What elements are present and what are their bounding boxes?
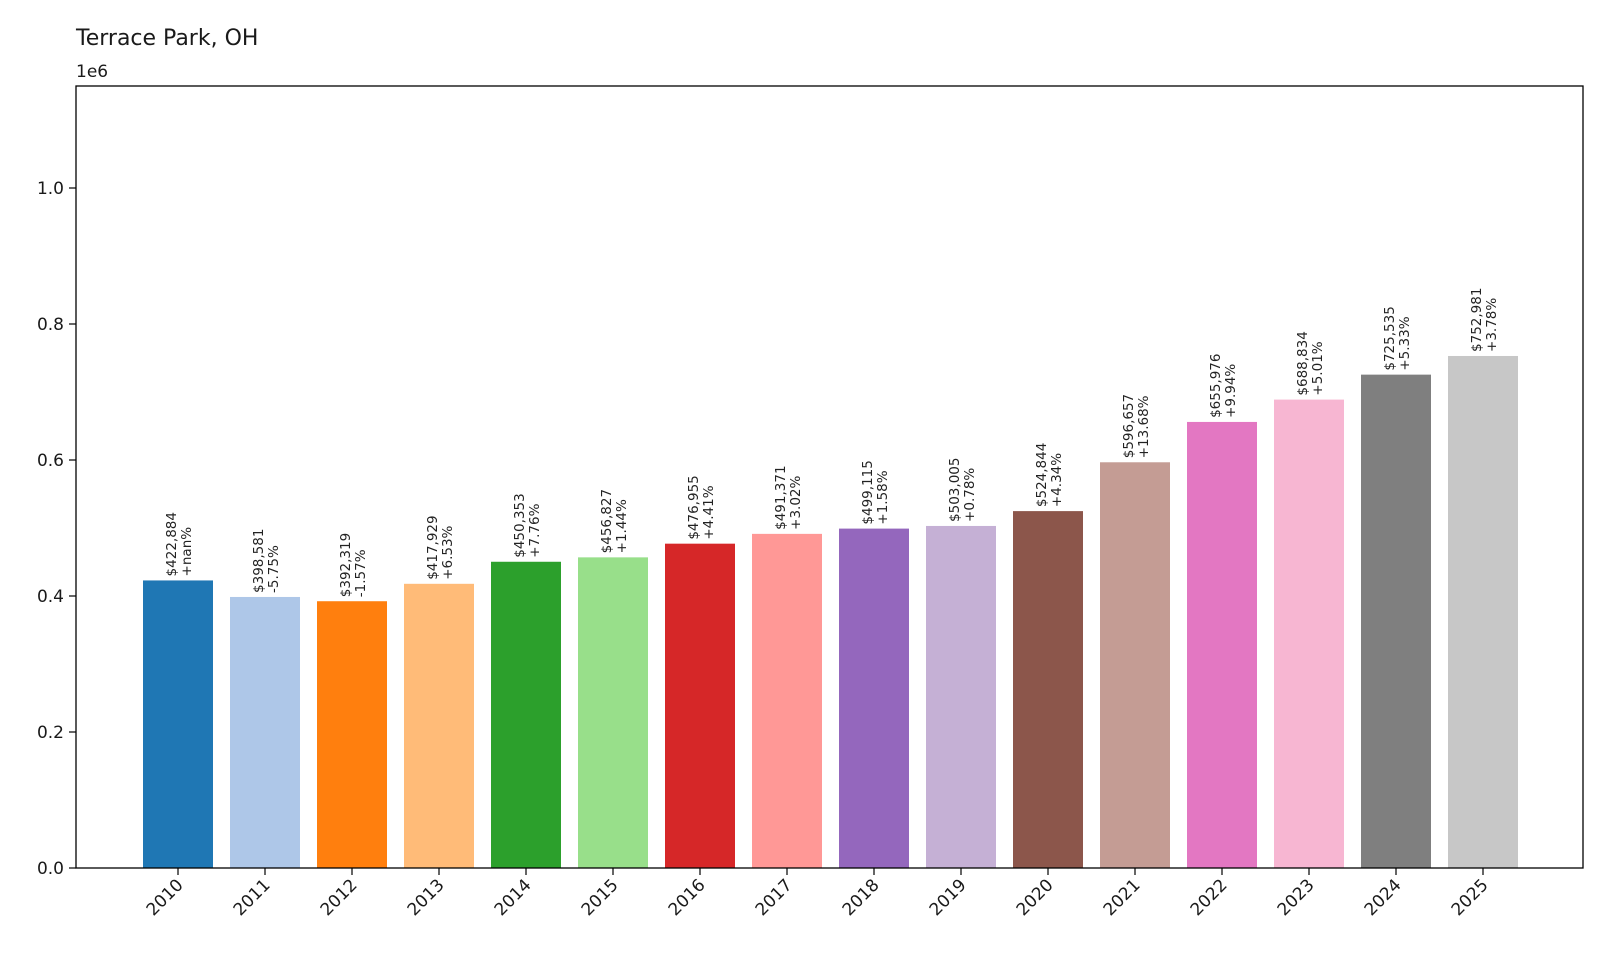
bar-label-2010: $422,884+nan% <box>164 512 195 576</box>
bar-2013 <box>404 583 474 868</box>
bar-value-label: $725,535 <box>1382 306 1398 370</box>
y-tick-label: 0.4 <box>37 587 64 607</box>
bar-change-label: +7.76% <box>527 503 543 557</box>
bar-change-label: +3.78% <box>1484 298 1500 352</box>
bar-2025 <box>1448 355 1518 869</box>
bar-change-label: +4.41% <box>701 485 717 539</box>
x-tick-label-2025: 2025 <box>1448 875 1493 920</box>
bar-value-label: $417,929 <box>425 515 441 579</box>
bar-2023 <box>1274 399 1344 868</box>
bar-change-label: +5.33% <box>1397 316 1413 370</box>
bar-value-label: $752,981 <box>1469 288 1485 352</box>
bar-labels-group: $422,884+nan% $398,581-5.75% $392,319-1.57… <box>164 288 1500 598</box>
bar-value-label: $499,115 <box>860 460 876 524</box>
bar-change-label: +0.78% <box>962 468 978 522</box>
x-tick-label-2017: 2017 <box>752 875 797 920</box>
x-tick-label-2012: 2012 <box>317 875 362 920</box>
bar-label-2023: $688,834+5.01% <box>1295 331 1326 395</box>
bar-change-label: +4.34% <box>1049 453 1065 507</box>
bar-change-label: +5.01% <box>1310 341 1326 395</box>
bar-value-label: $524,844 <box>1034 443 1050 507</box>
bar-value-label: $688,834 <box>1295 331 1311 395</box>
bar-value-label: $491,371 <box>773 465 789 529</box>
bar-value-label: $422,884 <box>164 512 180 576</box>
bar-2011 <box>230 596 300 868</box>
y-tick-label: 1.0 <box>37 179 64 199</box>
bar-change-label: +1.44% <box>614 499 630 553</box>
y-axis: 0.0 0.2 0.4 0.6 0.8 1.0 <box>37 179 76 879</box>
bar-2017 <box>752 533 822 868</box>
bar-label-2019: $503,005+0.78% <box>947 458 978 522</box>
bar-2019 <box>926 525 996 868</box>
bar-value-label: $655,976 <box>1208 354 1224 418</box>
bar-change-label: +1.58% <box>875 470 891 524</box>
bar-change-label: +3.02% <box>788 475 804 529</box>
bar-2020 <box>1013 511 1083 868</box>
x-tick-label-2011: 2011 <box>230 875 275 920</box>
bar-value-label: $476,955 <box>686 475 702 539</box>
bar-2018 <box>839 528 909 868</box>
bar-label-2012: $392,319-1.57% <box>338 533 369 597</box>
bar-2015 <box>578 557 648 868</box>
x-tick-label-2022: 2022 <box>1187 875 1232 920</box>
x-tick-label-2019: 2019 <box>926 875 971 920</box>
x-tick-label-2015: 2015 <box>578 875 623 920</box>
bar-value-label: $392,319 <box>338 533 354 597</box>
x-tick-label-2016: 2016 <box>665 875 710 920</box>
bar-label-2022: $655,976+9.94% <box>1208 354 1239 418</box>
bar-2014 <box>491 561 561 868</box>
bar-2012 <box>317 601 387 868</box>
bar-label-2016: $476,955+4.41% <box>686 475 717 539</box>
x-tick-label-2023: 2023 <box>1274 875 1319 920</box>
bar-change-label: +nan% <box>179 527 195 577</box>
x-tick-label-2021: 2021 <box>1100 875 1145 920</box>
bar-label-2015: $456,827+1.44% <box>599 489 630 553</box>
bar-label-2017: $491,371+3.02% <box>773 465 804 529</box>
x-tick-label-2014: 2014 <box>491 875 536 920</box>
bar-label-2013: $417,929+6.53% <box>425 515 456 579</box>
bar-2010 <box>143 580 213 868</box>
y-tick-label: 0.2 <box>37 723 64 743</box>
x-axis: 2010 2011 2012 2013 2014 2015 2016 2017 2018 2019… <box>143 868 1493 920</box>
bar-value-label: $503,005 <box>947 458 963 522</box>
x-tick-label-2020: 2020 <box>1013 875 1058 920</box>
bar-label-2020: $524,844+4.34% <box>1034 443 1065 507</box>
chart-title: Terrace Park, OH <box>75 26 258 51</box>
plot-frame <box>75 85 1584 869</box>
x-tick-label-2013: 2013 <box>404 875 449 920</box>
y-tick-label: 0.8 <box>37 315 64 335</box>
bar-label-2024: $725,535+5.33% <box>1382 306 1413 370</box>
bar-2022 <box>1187 421 1257 868</box>
bar-label-2011: $398,581-5.75% <box>251 529 282 593</box>
bar-label-2025: $752,981+3.78% <box>1469 288 1500 352</box>
bar-change-label: +6.53% <box>440 525 456 579</box>
bar-value-label: $596,657 <box>1121 394 1137 458</box>
bar-label-2014: $450,353+7.76% <box>512 493 543 557</box>
x-tick-label-2018: 2018 <box>839 875 884 920</box>
bar-change-label: -5.75% <box>266 545 282 593</box>
y-tick-label: 0.6 <box>37 451 64 471</box>
bar-value-label: $456,827 <box>599 489 615 553</box>
bars-group <box>143 355 1518 869</box>
bar-label-2018: $499,115+1.58% <box>860 460 891 524</box>
bar-change-label: -1.57% <box>353 549 369 597</box>
bar-change-label: +13.68% <box>1136 395 1152 458</box>
bar-value-label: $398,581 <box>251 529 267 593</box>
y-tick-label: 0.0 <box>37 859 64 879</box>
bar-2024 <box>1361 374 1431 868</box>
bar-2016 <box>665 543 735 868</box>
bar-value-label: $450,353 <box>512 493 528 557</box>
bar-change-label: +9.94% <box>1223 364 1239 418</box>
y-axis-exponent: 1e6 <box>76 62 108 82</box>
x-tick-label-2010: 2010 <box>143 875 188 920</box>
bar-2021 <box>1100 462 1170 868</box>
bar-label-2021: $596,657+13.68% <box>1121 394 1152 458</box>
x-tick-label-2024: 2024 <box>1361 875 1406 920</box>
